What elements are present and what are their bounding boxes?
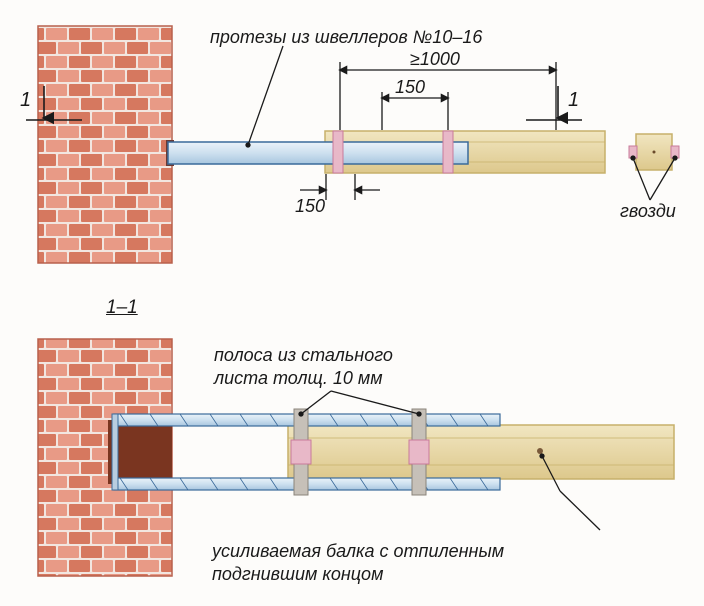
top-steel-channel [168,142,468,164]
label-prothesis: протезы из швеллеров №10–16 [210,26,482,49]
top-clamp-2 [443,131,453,173]
leader-prothesis [246,46,283,147]
label-dim-1000: ≥1000 [410,48,460,71]
label-strip: полоса из стального листа толщ. 10 мм [214,344,393,389]
label-nails: гвозди [620,200,676,223]
label-sec-left: 1 [20,88,31,113]
bottom-strap-1 [291,409,311,495]
bottom-strap-2 [409,409,429,495]
leader-strip [299,391,421,416]
top-brick-wall [38,26,172,263]
label-beam: усиливаемая балка с отпиленным подгнивши… [212,540,504,585]
label-sec-right: 1 [568,88,579,113]
label-dim-150b: 150 [295,195,325,218]
top-clamp-1 [333,131,343,173]
top-view [26,26,679,263]
label-sec-title: 1–1 [106,296,138,320]
bottom-pin [537,448,543,454]
bottom-wood-beam [288,425,674,479]
label-dim-150a: 150 [395,76,425,99]
